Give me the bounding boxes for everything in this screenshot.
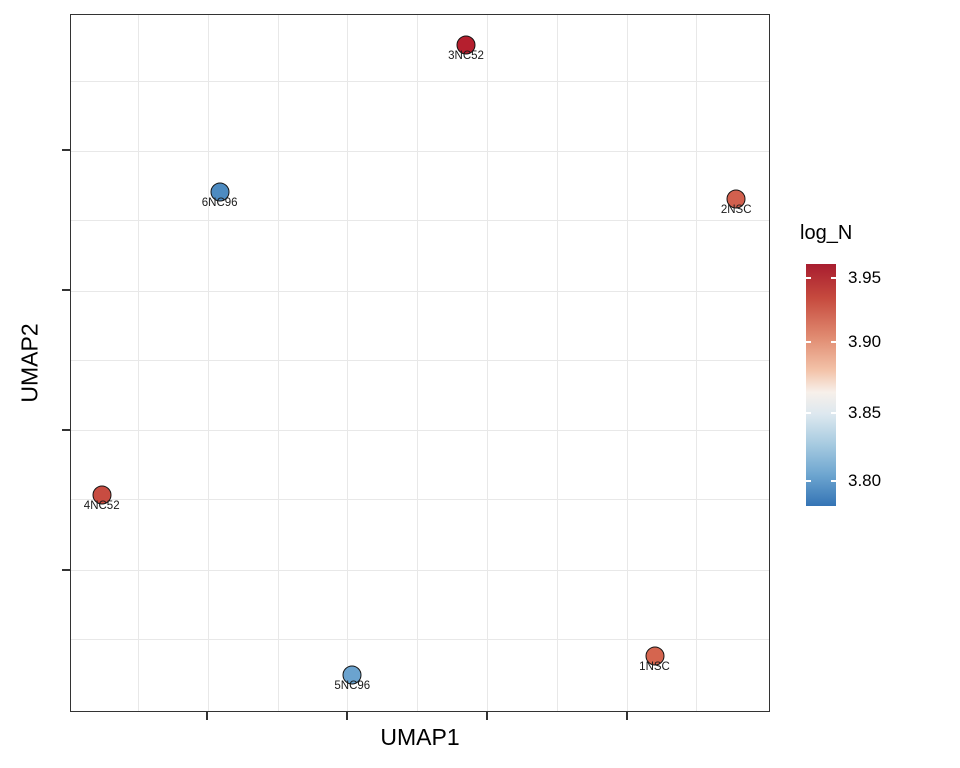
colorbar-tick bbox=[806, 277, 811, 280]
x-axis-tick bbox=[346, 712, 349, 720]
gridline-vertical bbox=[626, 15, 628, 711]
data-point-label: 1NSC bbox=[639, 661, 670, 674]
gridline-horizontal bbox=[71, 290, 769, 292]
legend-tick-label: 3.85 bbox=[848, 403, 882, 423]
y-axis-title: UMAP2 bbox=[16, 323, 43, 403]
gridline-horizontal bbox=[71, 499, 769, 501]
gridline-horizontal bbox=[71, 569, 769, 571]
gridline-horizontal bbox=[71, 429, 769, 431]
colorbar-tick bbox=[831, 277, 836, 280]
legend-tick-label: 3.90 bbox=[848, 331, 882, 351]
colorbar-tick bbox=[831, 480, 836, 483]
legend: log_N 3.95 3.90 3.85 3.80 bbox=[800, 222, 960, 542]
gridline-horizontal bbox=[71, 150, 769, 152]
legend-colorbar-area: 3.95 3.90 3.85 3.80 bbox=[806, 264, 956, 506]
gridline-vertical bbox=[696, 15, 698, 711]
data-point-label: 4NC52 bbox=[83, 499, 120, 512]
data-point-label: 5NC96 bbox=[334, 679, 371, 692]
gridline-vertical bbox=[556, 15, 558, 711]
gridline-vertical bbox=[417, 15, 419, 711]
colorbar-tick bbox=[806, 340, 811, 343]
y-axis-tick bbox=[62, 429, 70, 431]
colorbar-tick bbox=[806, 480, 811, 483]
gridline-horizontal bbox=[71, 360, 769, 362]
y-axis-tick bbox=[62, 569, 70, 572]
x-axis-tick bbox=[626, 712, 629, 720]
data-point-label: 6NC96 bbox=[201, 197, 238, 210]
legend-title: log_N bbox=[800, 222, 853, 244]
colorbar-tick bbox=[806, 412, 811, 415]
gridline-vertical bbox=[207, 15, 209, 711]
data-point[interactable] bbox=[92, 485, 112, 505]
gridline-horizontal bbox=[71, 220, 769, 222]
data-point[interactable] bbox=[210, 182, 230, 202]
gridline-vertical bbox=[277, 15, 279, 711]
colorbar-tick bbox=[831, 412, 836, 415]
gridline-vertical bbox=[347, 15, 349, 711]
legend-tick-labels: 3.95 3.90 3.85 3.80 bbox=[848, 264, 956, 506]
colorbar-tick bbox=[831, 340, 836, 343]
plot-panel: 3NC52 6NC96 2NSC 4NC52 5NC96 1NSC bbox=[70, 14, 770, 712]
data-point[interactable] bbox=[456, 35, 476, 55]
data-point[interactable] bbox=[726, 189, 746, 209]
x-axis-tick bbox=[486, 712, 489, 720]
legend-tick-label: 3.80 bbox=[848, 471, 882, 491]
y-axis-tick bbox=[62, 149, 70, 152]
data-point-label: 3NC52 bbox=[448, 49, 484, 62]
gridline-vertical bbox=[487, 15, 488, 711]
gridline-horizontal bbox=[71, 639, 769, 641]
x-axis-tick bbox=[206, 712, 209, 720]
gridline-vertical bbox=[138, 15, 139, 711]
gridline-horizontal bbox=[71, 81, 769, 83]
legend-tick-label: 3.95 bbox=[848, 268, 882, 288]
legend-colorbar bbox=[806, 264, 836, 506]
data-point[interactable] bbox=[342, 665, 362, 685]
data-point[interactable] bbox=[645, 646, 665, 666]
x-axis-title: UMAP1 bbox=[380, 724, 460, 750]
data-point-label: 2NSC bbox=[720, 203, 752, 216]
y-axis-tick bbox=[62, 289, 70, 292]
